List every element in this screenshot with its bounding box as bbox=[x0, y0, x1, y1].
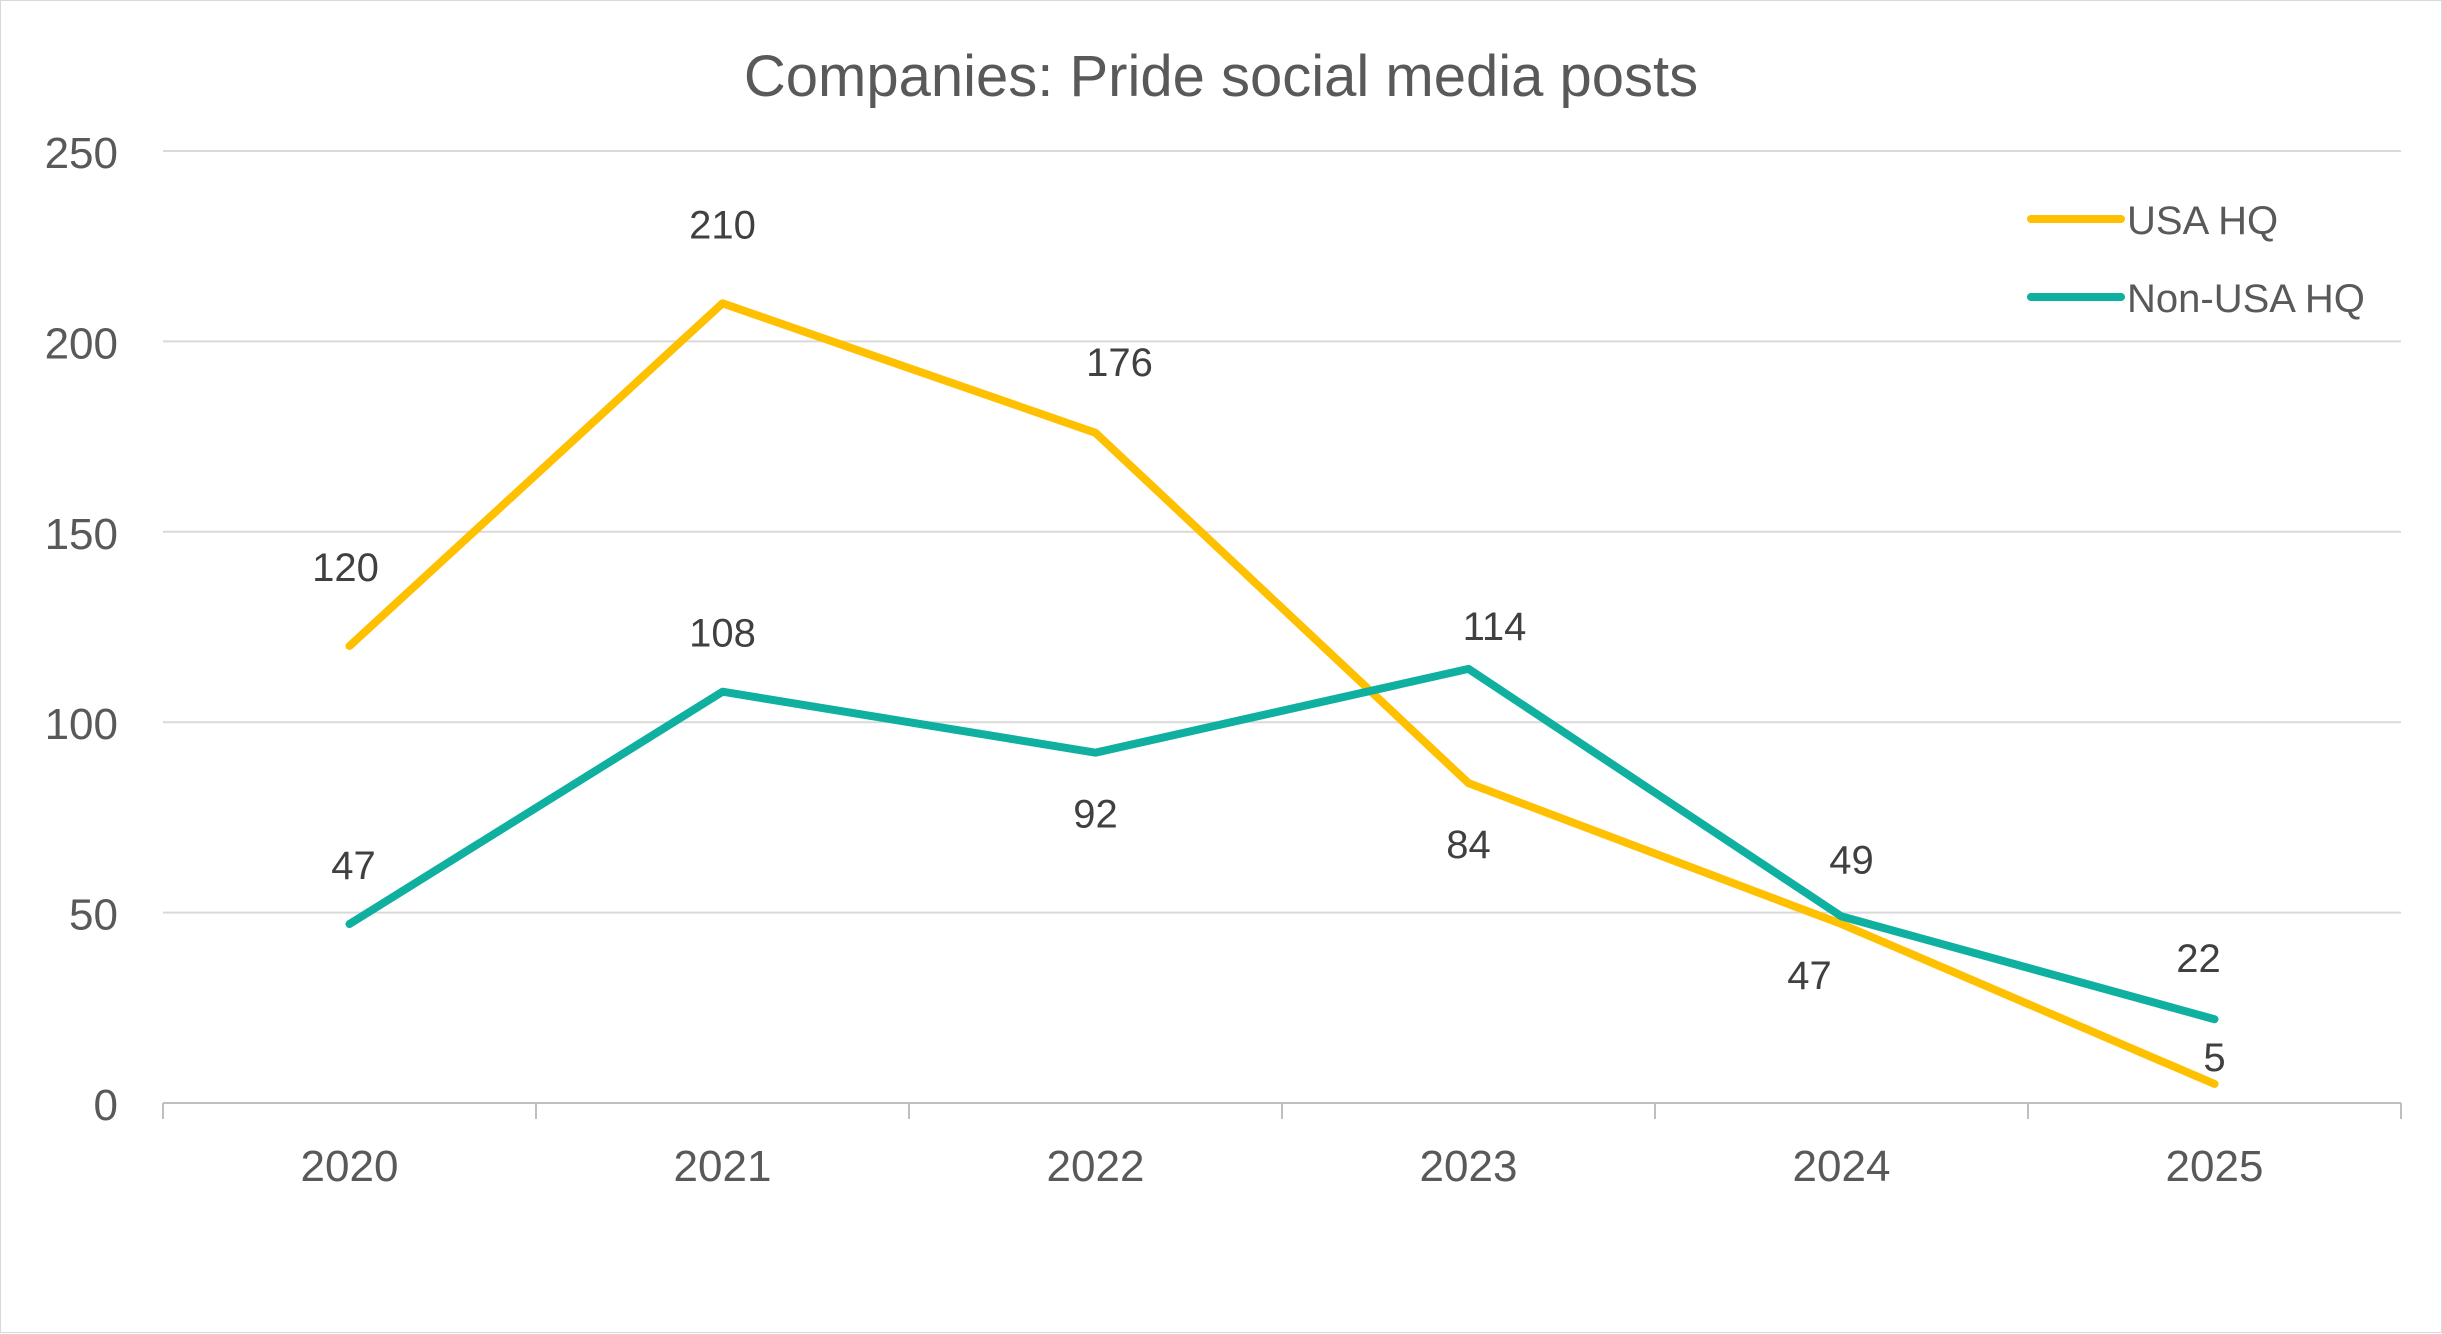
legend: USA HQ Non-USA HQ bbox=[2027, 199, 2365, 321]
data-label: 49 bbox=[1829, 838, 1874, 882]
series-line-usa-hq bbox=[345, 299, 2219, 1088]
data-label: 114 bbox=[1463, 605, 1527, 649]
x-tick-label: 2023 bbox=[1420, 1142, 1518, 1191]
legend-label: Non-USA HQ bbox=[2127, 277, 2365, 321]
y-tick-label: 150 bbox=[45, 510, 118, 559]
y-tick-label: 50 bbox=[69, 891, 118, 940]
x-tick-label: 2025 bbox=[2166, 1142, 2264, 1191]
data-label: 47 bbox=[331, 844, 376, 888]
y-tick-label: 100 bbox=[45, 700, 118, 749]
data-label: 108 bbox=[689, 612, 756, 656]
x-tick-label: 2021 bbox=[674, 1142, 772, 1191]
data-label: 92 bbox=[1073, 793, 1118, 837]
data-label: 47 bbox=[1787, 954, 1832, 998]
x-tick-label: 2022 bbox=[1047, 1142, 1145, 1191]
series-line-non-usa-hq bbox=[345, 664, 2219, 1024]
axes: 0 50 100 150 200 250 2020 2021 2022 2023 2024 2025 bbox=[45, 129, 2402, 1191]
data-labels: 120 210 176 84 47 5 47 108 92 114 49 22 bbox=[312, 203, 2226, 1080]
data-label: 176 bbox=[1086, 341, 1153, 385]
y-tick-label: 200 bbox=[45, 319, 118, 368]
series-lines bbox=[345, 299, 2219, 1088]
data-label: 120 bbox=[312, 546, 379, 590]
y-tick-label: 0 bbox=[94, 1081, 118, 1130]
legend-label: USA HQ bbox=[2127, 199, 2278, 243]
data-label: 210 bbox=[689, 203, 756, 247]
x-tick-label: 2024 bbox=[1793, 1142, 1891, 1191]
data-label: 84 bbox=[1446, 823, 1491, 867]
x-tick-label: 2020 bbox=[301, 1142, 399, 1191]
data-label: 22 bbox=[2176, 937, 2221, 981]
y-tick-label: 250 bbox=[45, 129, 118, 178]
gridlines bbox=[163, 150, 2401, 914]
chart-title: Companies: Pride social media posts bbox=[744, 44, 1698, 109]
data-label: 5 bbox=[2203, 1036, 2225, 1080]
